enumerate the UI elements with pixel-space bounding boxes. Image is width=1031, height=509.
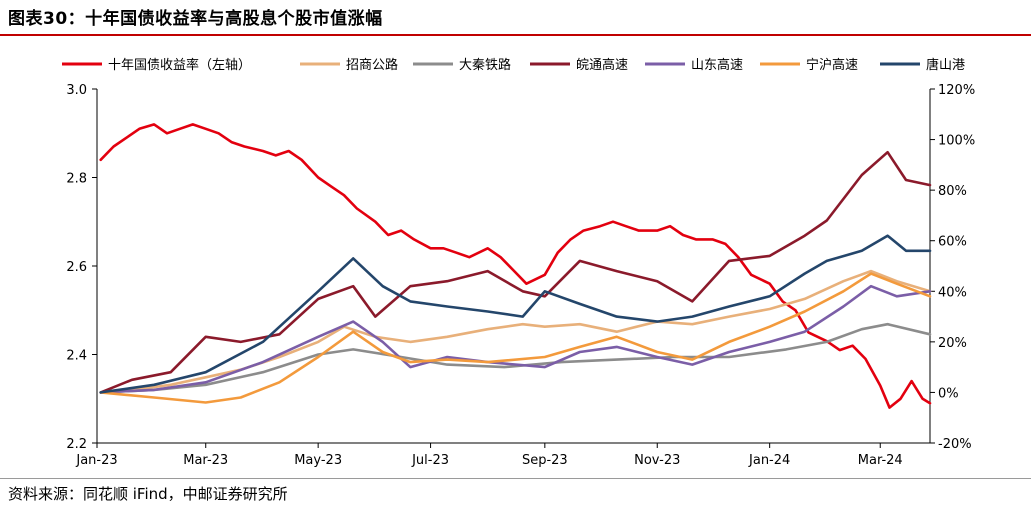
series-line-wantong — [99, 150, 932, 394]
x-tick-label: Nov-23 — [634, 453, 680, 468]
series-lines — [99, 123, 932, 409]
page-title: 图表30：十年国债收益率与高股息个股市值涨幅 — [8, 9, 383, 29]
right-tick-label: 120% — [938, 83, 975, 98]
right-tick-label: 80% — [938, 184, 967, 199]
right-tick-label: -20% — [938, 437, 972, 452]
legend-label-zhaoshang: 招商公路 — [346, 57, 398, 73]
title-rule — [0, 34, 1031, 36]
legend-label-shandong: 山东高速 — [691, 57, 743, 73]
left-tick-label: 2.6 — [66, 260, 87, 275]
x-tick-label: Sep-23 — [522, 453, 568, 468]
x-tick-label: Jan-24 — [748, 453, 790, 468]
legend-label-wantong: 皖通高速 — [576, 57, 628, 73]
left-tick-label: 2.4 — [66, 349, 87, 364]
chart: 2.2 2.4 2.6 2.8 3.0 -20% 0% 20% 40% 60% 80% 100% 120… — [62, 57, 975, 468]
right-tick-label: 0% — [938, 386, 959, 401]
x-tick-label: Mar-23 — [183, 453, 228, 468]
right-tick-label: 20% — [938, 336, 967, 351]
legend-label-yield: 十年国债收益率（左轴） — [108, 57, 251, 73]
x-tick-label: Jul-23 — [411, 453, 449, 468]
source-rule — [0, 478, 1031, 479]
series-line-ninghu — [99, 272, 932, 404]
left-tick-label: 3.0 — [66, 83, 87, 98]
legend-label-daqin: 大秦铁路 — [459, 57, 511, 73]
legend-label-ninghu: 宁沪高速 — [806, 57, 858, 73]
plot-frame — [96, 89, 931, 444]
series-line-shandong — [99, 284, 932, 394]
x-tick-label: May-23 — [294, 453, 342, 468]
series-line-yield — [99, 123, 932, 409]
right-tick-label: 40% — [938, 285, 967, 300]
right-tick-label: 100% — [938, 134, 975, 149]
source-note: 资料来源：同花顺 iFind，中邮证券研究所 — [8, 485, 288, 503]
series-line-tangshan — [99, 234, 932, 394]
legend-label-tangshan: 唐山港 — [926, 57, 965, 73]
x-tick-label: Jan-23 — [75, 453, 117, 468]
axes: 2.2 2.4 2.6 2.8 3.0 -20% 0% 20% 40% 60% 80% 100% 120… — [66, 83, 975, 468]
left-tick-label: 2.8 — [66, 172, 87, 187]
legend: 十年国债收益率（左轴） 招商公路 大秦铁路 皖通高速 山东高速 宁沪高速 唐山港 — [62, 57, 965, 73]
left-tick-label: 2.2 — [66, 437, 87, 452]
x-tick-label: Mar-24 — [858, 453, 903, 468]
series-line-daqin — [99, 322, 932, 394]
right-tick-label: 60% — [938, 235, 967, 250]
